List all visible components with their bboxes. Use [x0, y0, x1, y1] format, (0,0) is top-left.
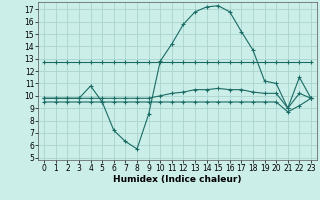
X-axis label: Humidex (Indice chaleur): Humidex (Indice chaleur): [113, 175, 242, 184]
